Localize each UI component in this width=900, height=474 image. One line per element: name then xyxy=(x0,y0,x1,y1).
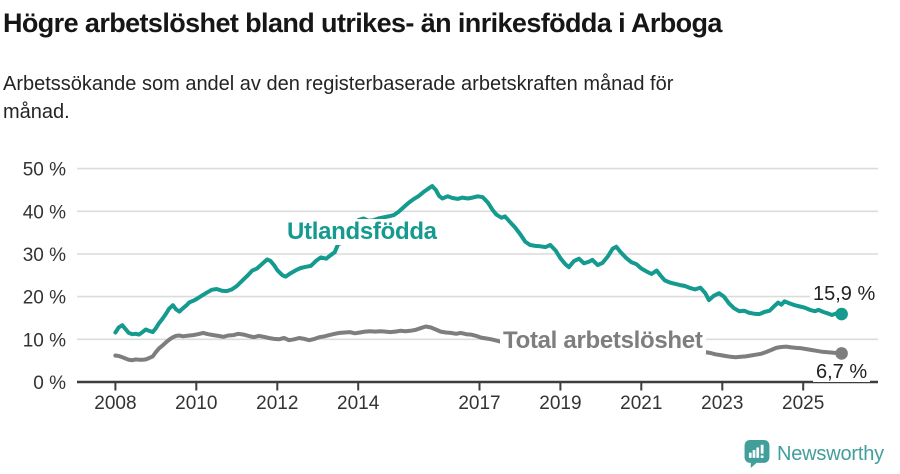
x-tick-label-2017: 2017 xyxy=(458,393,500,414)
y-tick-label-0: 0 % xyxy=(33,373,66,394)
end-value-label-utlandsfodda: 15,9 % xyxy=(810,284,879,304)
page-subtitle-line2: månad. xyxy=(3,101,70,123)
x-tick-label-2014: 2014 xyxy=(337,393,380,414)
x-tick-label-2021: 2021 xyxy=(620,393,662,414)
y-tick-label-20: 20 % xyxy=(23,288,66,309)
x-tick-label-2010: 2010 xyxy=(175,393,217,414)
y-tick-label-50: 50 % xyxy=(23,160,66,181)
newsworthy-logo: Newsworthy xyxy=(744,440,884,468)
x-tick-label-2023: 2023 xyxy=(701,393,743,414)
newsworthy-logo-icon xyxy=(744,440,770,468)
end-value-label-total: 6,7 % xyxy=(813,362,871,382)
y-tick-label-40: 40 % xyxy=(23,202,66,223)
page-subtitle: Arbetssökande som andel av den registerb… xyxy=(3,70,673,126)
y-tick-label-30: 30 % xyxy=(23,245,66,266)
series-label-total-arbetsloshet: Total arbetslöshet xyxy=(500,328,706,354)
newsworthy-logo-text: Newsworthy xyxy=(777,442,884,465)
series-line-0 xyxy=(113,184,844,337)
y-tick-label-10: 10 % xyxy=(23,330,66,351)
x-tick-label-2012: 2012 xyxy=(256,393,298,414)
x-tick-label-2019: 2019 xyxy=(539,393,581,414)
x-tick-label-2008: 2008 xyxy=(94,393,136,414)
page-subtitle-line1: Arbetssökande som andel av den registerb… xyxy=(3,73,674,95)
series-end-dot-0 xyxy=(835,307,848,321)
x-tick-label-2025: 2025 xyxy=(782,393,824,414)
series-line-1 xyxy=(113,324,844,363)
series-label-utlandsfodda: Utlandsfödda xyxy=(284,219,440,245)
series-end-dot-1 xyxy=(835,347,848,360)
page-title: Högre arbetslöshet bland utrikes- än inr… xyxy=(3,8,722,38)
